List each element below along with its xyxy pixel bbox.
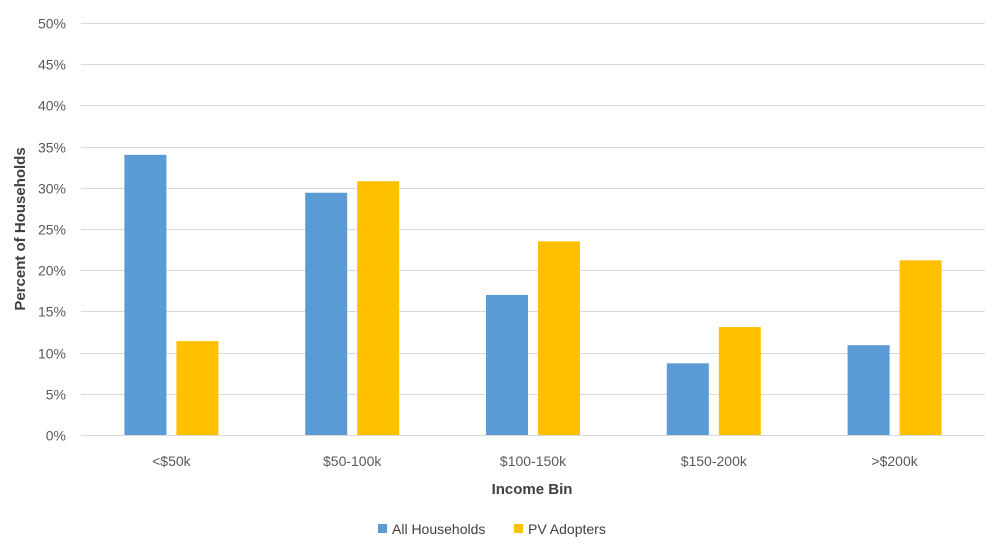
bars xyxy=(124,154,942,435)
bar-pv-adopters-2 xyxy=(538,241,580,435)
y-axis-ticks: 0% 5% 10% 15% 20% 25% 30% 35% 40% 45% 50% xyxy=(38,16,66,444)
legend-label-all-households: All Households xyxy=(392,521,485,537)
x-tick-label: $50-100k xyxy=(323,453,382,469)
legend-swatch-all-households xyxy=(378,524,387,533)
bar-all-households-0 xyxy=(124,154,167,435)
bar-all-households-2 xyxy=(486,294,528,435)
y-tick-label: 20% xyxy=(38,263,66,279)
y-tick-label: 35% xyxy=(38,140,66,156)
bar-all-households-3 xyxy=(666,363,709,435)
gridlines xyxy=(81,23,985,395)
bar-pv-adopters-1 xyxy=(357,181,400,435)
x-tick-label: <$50k xyxy=(152,453,192,469)
y-tick-label: 25% xyxy=(38,222,66,238)
legend: All Households PV Adopters xyxy=(378,521,606,537)
y-tick-label: 5% xyxy=(46,387,66,403)
bar-pv-adopters-4 xyxy=(899,260,942,435)
y-tick-label: 0% xyxy=(46,428,66,444)
y-tick-label: 45% xyxy=(38,57,66,73)
y-tick-label: 30% xyxy=(38,181,66,197)
legend-swatch-pv-adopters xyxy=(514,524,523,533)
x-tick-label: $100-150k xyxy=(500,453,567,469)
legend-label-pv-adopters: PV Adopters xyxy=(528,521,606,537)
y-tick-label: 10% xyxy=(38,346,66,362)
bar-all-households-4 xyxy=(847,345,890,435)
x-tick-label: >$200k xyxy=(871,453,918,469)
y-axis-title: Percent of Households xyxy=(12,147,29,310)
x-tick-label: $150-200k xyxy=(681,453,748,469)
y-tick-label: 15% xyxy=(38,304,66,320)
x-axis-ticks: <$50k $50-100k $100-150k $150-200k >$200k xyxy=(152,453,919,469)
bar-pv-adopters-3 xyxy=(718,327,761,435)
y-tick-label: 40% xyxy=(38,98,66,114)
bar-all-households-1 xyxy=(305,192,348,435)
x-axis-title: Income Bin xyxy=(492,481,573,498)
y-tick-label: 50% xyxy=(38,16,66,32)
bar-pv-adopters-0 xyxy=(176,341,219,435)
